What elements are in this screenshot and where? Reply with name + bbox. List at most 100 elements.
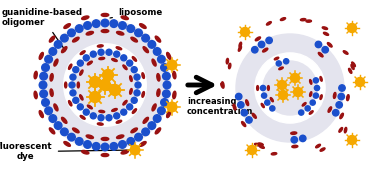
Ellipse shape <box>318 53 323 57</box>
Ellipse shape <box>309 111 313 114</box>
Circle shape <box>45 107 53 115</box>
Circle shape <box>167 60 177 70</box>
Ellipse shape <box>130 76 132 81</box>
Ellipse shape <box>320 95 322 99</box>
Ellipse shape <box>82 150 89 154</box>
Ellipse shape <box>155 36 161 42</box>
Ellipse shape <box>155 128 161 134</box>
Circle shape <box>314 85 320 91</box>
Circle shape <box>135 82 141 88</box>
Circle shape <box>73 67 79 73</box>
Circle shape <box>127 138 135 145</box>
Circle shape <box>84 141 91 148</box>
Ellipse shape <box>112 59 117 62</box>
Circle shape <box>90 76 101 88</box>
Circle shape <box>90 113 96 119</box>
Ellipse shape <box>221 83 224 88</box>
Circle shape <box>77 104 83 110</box>
Ellipse shape <box>263 48 268 52</box>
Ellipse shape <box>343 51 348 54</box>
Circle shape <box>142 34 149 42</box>
Circle shape <box>313 78 319 83</box>
Ellipse shape <box>99 57 105 60</box>
Ellipse shape <box>64 24 70 28</box>
Ellipse shape <box>239 42 242 47</box>
Circle shape <box>114 51 120 57</box>
Ellipse shape <box>255 37 260 41</box>
Circle shape <box>246 117 252 123</box>
Circle shape <box>153 115 161 122</box>
Circle shape <box>236 34 344 142</box>
Ellipse shape <box>73 128 79 133</box>
Circle shape <box>110 20 118 27</box>
Ellipse shape <box>54 104 58 111</box>
Circle shape <box>279 90 288 99</box>
Ellipse shape <box>34 91 37 99</box>
Circle shape <box>148 41 156 48</box>
Circle shape <box>121 55 127 61</box>
Ellipse shape <box>222 82 224 87</box>
Ellipse shape <box>349 68 352 73</box>
Ellipse shape <box>132 109 136 113</box>
Ellipse shape <box>339 128 342 132</box>
Circle shape <box>142 128 149 136</box>
Ellipse shape <box>306 20 311 22</box>
Text: increasing
concentration: increasing concentration <box>187 97 253 116</box>
Circle shape <box>315 41 322 48</box>
Circle shape <box>101 19 109 27</box>
Circle shape <box>266 37 272 44</box>
Ellipse shape <box>64 142 70 146</box>
Ellipse shape <box>261 103 264 108</box>
Circle shape <box>135 29 143 37</box>
Ellipse shape <box>233 104 236 110</box>
Circle shape <box>84 22 91 29</box>
Circle shape <box>42 64 49 71</box>
Circle shape <box>69 82 75 88</box>
Circle shape <box>119 141 126 148</box>
Circle shape <box>265 100 270 105</box>
Circle shape <box>127 60 133 66</box>
Ellipse shape <box>80 95 83 100</box>
Circle shape <box>77 60 83 66</box>
Circle shape <box>258 41 265 48</box>
Circle shape <box>68 133 75 141</box>
Circle shape <box>158 107 165 115</box>
Ellipse shape <box>270 98 273 102</box>
Circle shape <box>277 81 287 89</box>
Circle shape <box>260 85 266 91</box>
Ellipse shape <box>131 37 138 42</box>
Circle shape <box>347 23 356 32</box>
Ellipse shape <box>132 57 136 61</box>
Circle shape <box>163 81 171 89</box>
Ellipse shape <box>98 45 103 47</box>
Circle shape <box>338 93 344 100</box>
Ellipse shape <box>77 82 79 88</box>
Circle shape <box>135 133 143 141</box>
Circle shape <box>102 70 113 81</box>
Ellipse shape <box>252 113 256 118</box>
Ellipse shape <box>112 108 117 111</box>
Circle shape <box>90 51 96 57</box>
Ellipse shape <box>101 30 109 32</box>
Ellipse shape <box>310 92 312 96</box>
Circle shape <box>49 115 57 122</box>
Circle shape <box>106 115 112 121</box>
Ellipse shape <box>116 31 124 35</box>
Ellipse shape <box>87 105 92 109</box>
Circle shape <box>263 61 317 115</box>
Ellipse shape <box>157 89 160 96</box>
Circle shape <box>76 25 83 32</box>
Circle shape <box>98 49 104 55</box>
Ellipse shape <box>143 47 149 53</box>
Ellipse shape <box>50 89 53 96</box>
Ellipse shape <box>152 59 156 66</box>
Ellipse shape <box>291 132 297 134</box>
Ellipse shape <box>239 46 242 51</box>
Circle shape <box>127 25 135 32</box>
Circle shape <box>39 81 47 89</box>
Ellipse shape <box>68 64 72 69</box>
Circle shape <box>98 115 104 121</box>
Circle shape <box>240 28 249 37</box>
Circle shape <box>130 145 140 155</box>
Circle shape <box>336 102 342 108</box>
